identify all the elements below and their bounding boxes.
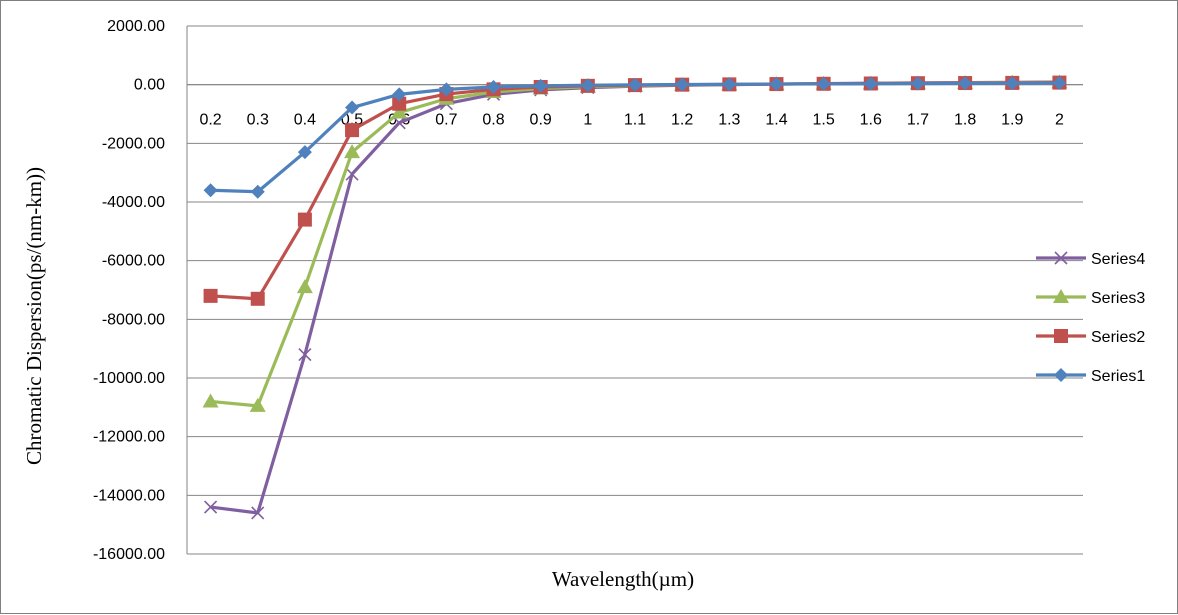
y-tick-label: -16000.00 — [93, 546, 165, 563]
y-tick-label: -4000.00 — [102, 194, 165, 211]
data-point — [910, 76, 925, 91]
y-tick-label: -2000.00 — [102, 135, 165, 152]
data-point — [250, 291, 265, 306]
series-series1 — [203, 76, 1067, 199]
legend-item: Series2 — [1036, 329, 1145, 346]
x-tick-label: 1.5 — [813, 112, 835, 129]
y-tick-label: -14000.00 — [93, 487, 165, 504]
x-tick-label: 0.2 — [199, 112, 221, 129]
x-axis-label: Wavelength(µm) — [552, 567, 694, 591]
data-point — [1052, 76, 1067, 91]
legend-label: Series3 — [1091, 290, 1145, 307]
data-point — [816, 76, 831, 91]
data-point — [533, 78, 548, 93]
data-point — [391, 104, 408, 119]
y-tick-label: -10000.00 — [93, 370, 165, 387]
data-point — [298, 347, 312, 362]
data-point — [1005, 76, 1020, 91]
x-tick-label: 1.1 — [624, 112, 646, 129]
data-point — [344, 144, 361, 159]
x-tick-label: 1.6 — [860, 112, 882, 129]
data-point — [439, 82, 454, 97]
series-series2 — [203, 75, 1067, 306]
y-tick-label: -8000.00 — [102, 311, 165, 328]
data-point — [249, 397, 266, 412]
x-tick-label: 1.9 — [1001, 112, 1023, 129]
data-point — [722, 77, 737, 92]
series-line — [210, 80, 1060, 515]
data-point — [297, 212, 312, 227]
data-point — [345, 167, 359, 181]
series-series4 — [204, 75, 1066, 520]
x-tick-label: 0.4 — [294, 112, 316, 129]
data-point — [769, 77, 784, 92]
y-tick-label: 0.00 — [134, 77, 165, 94]
data-point — [580, 78, 595, 93]
x-tick-label: 1.7 — [907, 112, 929, 129]
data-point — [486, 80, 501, 95]
data-point — [202, 393, 219, 408]
data-point — [297, 145, 312, 160]
data-point — [296, 279, 313, 294]
legend-label: Series4 — [1091, 251, 1145, 268]
legend-marker — [1054, 251, 1068, 265]
series-line — [210, 81, 1060, 194]
legend-label: Series2 — [1091, 329, 1145, 346]
data-point — [958, 76, 973, 91]
legend-marker — [1053, 289, 1069, 303]
legend-item: Series3 — [1036, 289, 1145, 307]
legend-item: Series4 — [1036, 251, 1145, 268]
y-tick-label: -6000.00 — [102, 253, 165, 270]
data-point — [203, 288, 218, 303]
data-point — [204, 500, 218, 514]
legend-marker — [1054, 368, 1068, 382]
x-tick-label: 0.7 — [435, 112, 457, 129]
data-point — [251, 506, 265, 520]
x-tick-label: 1.3 — [718, 112, 740, 129]
data-point — [250, 184, 265, 199]
data-point — [345, 100, 360, 115]
data-point — [203, 183, 218, 198]
data-point — [675, 77, 690, 92]
data-point — [392, 96, 407, 111]
x-tick-label: 1.2 — [671, 112, 693, 129]
legend: Series4 Series3 Series2 Series1 — [1036, 251, 1145, 385]
x-tick-label: 2 — [1055, 112, 1064, 129]
data-point — [863, 76, 878, 91]
legend-item: Series1 — [1036, 368, 1145, 385]
data-point — [628, 77, 642, 92]
y-tick-label: 2000.00 — [107, 18, 165, 35]
data-point — [345, 123, 360, 138]
legend-label: Series1 — [1091, 368, 1145, 385]
x-tick-label: 1 — [583, 112, 592, 129]
legend-marker — [1054, 329, 1068, 343]
y-tick-label: -12000.00 — [93, 429, 165, 446]
series-line — [210, 80, 1060, 408]
x-tick-label: 0.3 — [247, 112, 269, 129]
data-point — [392, 116, 406, 130]
x-tick-label: 1.4 — [765, 112, 787, 129]
x-tick-label: 1.8 — [954, 112, 976, 129]
x-tick-label: 0.8 — [482, 112, 504, 129]
data-point — [392, 87, 407, 102]
x-tick-label: 0.9 — [530, 112, 552, 129]
y-axis-label: Chromatic Dispersion(ps/(nm-km)) — [22, 167, 46, 465]
